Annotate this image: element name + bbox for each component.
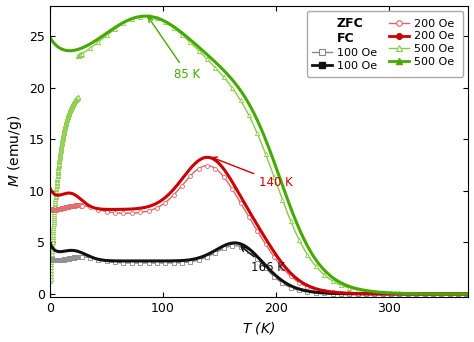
X-axis label: $T$ (K): $T$ (K) — [242, 320, 276, 337]
Text: 85 K: 85 K — [148, 17, 201, 81]
Y-axis label: $M$ (emu/g): $M$ (emu/g) — [6, 115, 24, 187]
Legend: ZFC, FC, 100 Oe, 100 Oe , 200 Oe, 200 Oe , 500 Oe, 500 Oe : ZFC, FC, 100 Oe, 100 Oe , 200 Oe, 200 Oe… — [307, 11, 463, 77]
Text: 166 K: 166 K — [241, 247, 285, 274]
Text: 140 K: 140 K — [212, 157, 293, 189]
